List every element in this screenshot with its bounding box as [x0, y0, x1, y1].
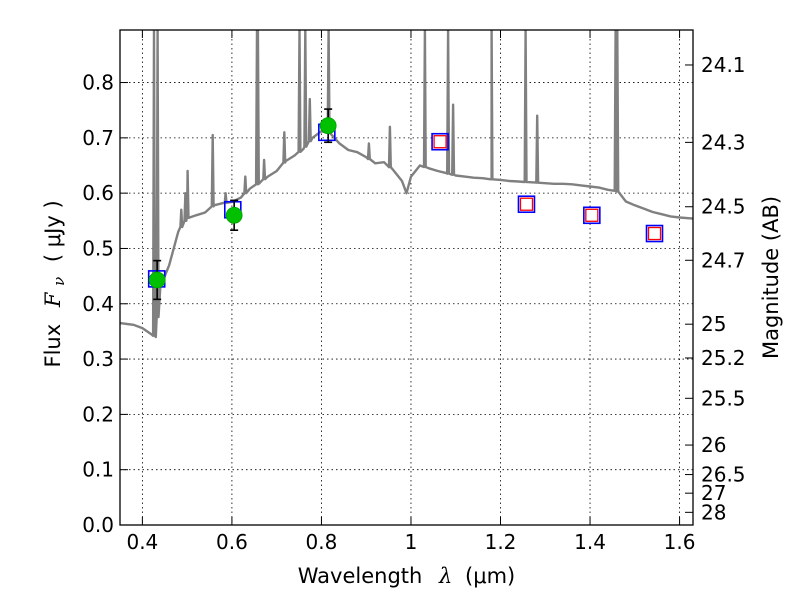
y-tick-label: 0.4	[82, 292, 114, 316]
x-axis-title-symbol: λ	[438, 564, 452, 588]
y2-tick-label: 27	[701, 481, 726, 505]
y2-tick-label: 24.7	[701, 248, 746, 272]
spectrum-line	[120, 30, 693, 339]
plot-frame	[119, 29, 694, 526]
observed-series	[148, 108, 337, 301]
x-tick-label: 1	[405, 530, 418, 554]
y2-tick-label: 25	[701, 312, 726, 336]
spectrum-series	[120, 30, 693, 339]
upper-limit-point	[647, 226, 662, 241]
x-tick-label: 0.6	[216, 530, 248, 554]
observed-point	[148, 271, 166, 289]
y-tick-label: 0.1	[82, 458, 114, 482]
observed-point	[319, 117, 337, 135]
y2-tick-label: 24.5	[701, 195, 746, 219]
x-tick-label: 1.6	[664, 530, 696, 554]
x-tick-label: 0.8	[306, 530, 338, 554]
y2-axis-title: Magnitude (AB)	[759, 196, 783, 359]
y-tick-label: 0.8	[82, 71, 114, 95]
y-axis: 0.0 0.1 0.2 0.3 0.4 0.5 0.6 0.7 0.8	[82, 71, 128, 537]
y-tick-label: 0.7	[82, 126, 114, 150]
x-axis-title: Wavelength λ (μm)	[298, 564, 515, 588]
y2-tick-label: 26.5	[701, 463, 746, 487]
y2-tick-label: 28	[701, 500, 726, 524]
upper-limit-point	[585, 208, 599, 222]
model-photometry-series	[147, 123, 664, 288]
y2-tick-label: 24.1	[701, 53, 746, 77]
y-tick-label: 0.5	[82, 236, 114, 260]
model-point	[517, 195, 536, 214]
y-tick-label: 0.2	[82, 402, 114, 426]
y-axis-title-subscript: ν	[50, 277, 68, 286]
model-point	[431, 132, 449, 151]
x-tick-label: 0.4	[126, 530, 158, 554]
y2-tick-label: 25.5	[701, 386, 746, 410]
y2-tick-label: 26	[701, 433, 726, 457]
y-axis-title-units: ( μJy )	[41, 200, 65, 262]
y-tick-label: 0.6	[82, 181, 114, 205]
x-axis-title-units: (μm)	[465, 564, 515, 588]
upper-limit-series	[433, 135, 662, 241]
x-tick-label: 1.2	[485, 530, 517, 554]
observed-point	[225, 206, 243, 224]
upper-limit-point	[519, 197, 534, 211]
grid-lines	[120, 30, 693, 526]
model-point	[583, 206, 601, 225]
y-axis-title-prefix: Flux	[41, 324, 65, 368]
y-axis-title: Flux F ν ( μJy )	[41, 200, 69, 367]
upper-limit-point	[433, 135, 447, 149]
y2-tick-label: 24.3	[701, 130, 746, 154]
y-tick-label: 0.3	[82, 347, 114, 371]
x-axis-title-prefix: Wavelength	[298, 564, 423, 588]
y-axis-title-symbol: F	[41, 291, 65, 308]
x-axis: 0.4 0.6 0.8 1 1.2 1.4 1.6	[126, 30, 695, 554]
y2-tick-label: 25.2	[701, 346, 746, 370]
x-tick-label: 1.4	[574, 530, 606, 554]
model-point	[645, 224, 664, 243]
y-tick-label: 0.0	[82, 513, 114, 537]
